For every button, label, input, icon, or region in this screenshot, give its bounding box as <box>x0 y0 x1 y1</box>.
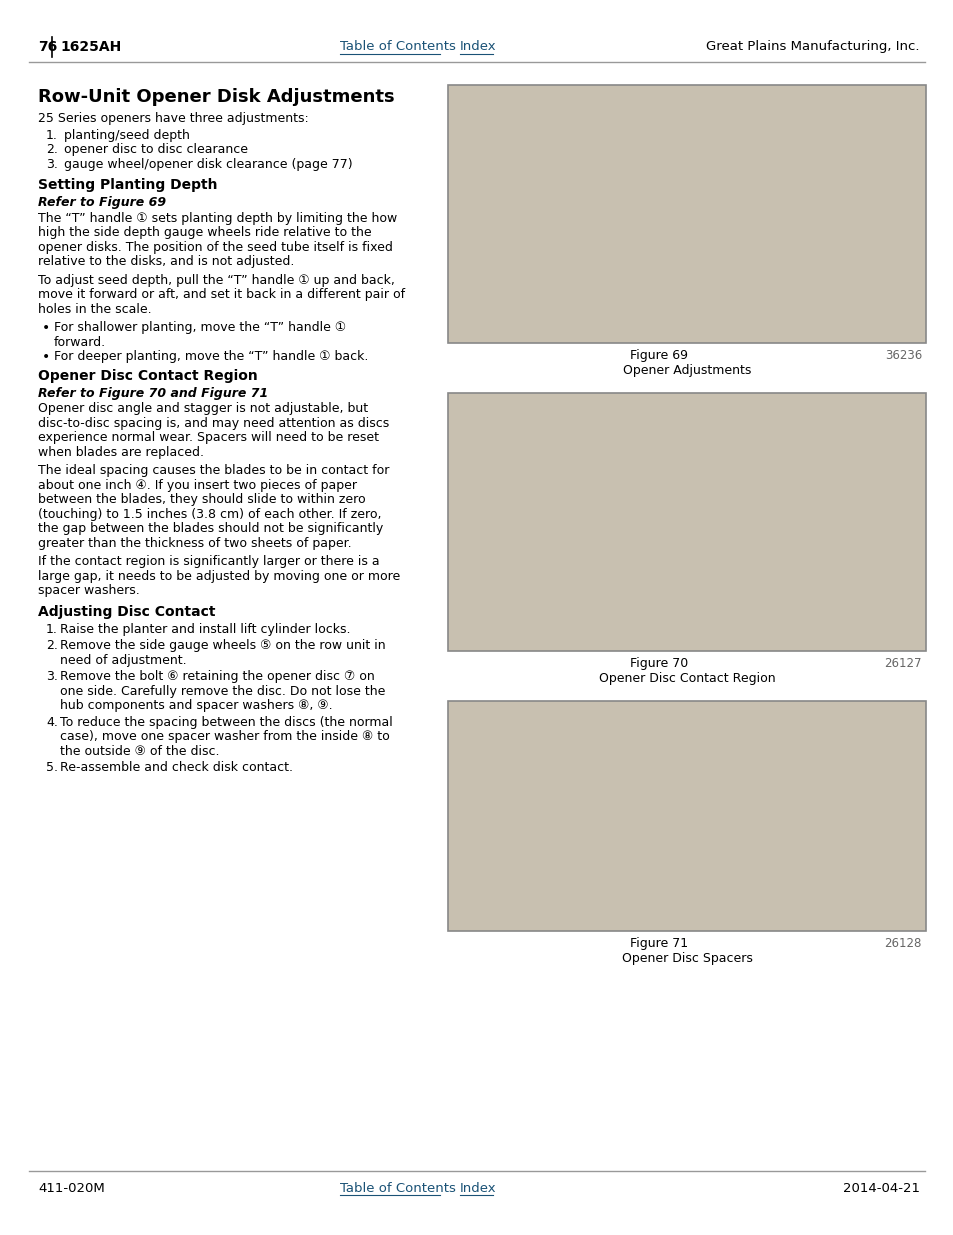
Text: hub components and spacer washers ⑧, ⑨.: hub components and spacer washers ⑧, ⑨. <box>60 699 333 713</box>
Text: greater than the thickness of two sheets of paper.: greater than the thickness of two sheets… <box>38 537 352 550</box>
Text: Adjusting Disc Contact: Adjusting Disc Contact <box>38 605 215 619</box>
Text: when blades are replaced.: when blades are replaced. <box>38 446 204 458</box>
Text: gauge wheel/opener disk clearance (page 77): gauge wheel/opener disk clearance (page … <box>64 158 353 170</box>
Text: relative to the disks, and is not adjusted.: relative to the disks, and is not adjust… <box>38 256 294 268</box>
Text: Opener Disc Contact Region: Opener Disc Contact Region <box>38 369 257 383</box>
Text: holes in the scale.: holes in the scale. <box>38 303 152 316</box>
Text: large gap, it needs to be adjusted by moving one or more: large gap, it needs to be adjusted by mo… <box>38 569 400 583</box>
Text: planting/seed depth: planting/seed depth <box>64 128 190 142</box>
Text: For shallower planting, move the “T” handle ①: For shallower planting, move the “T” han… <box>54 321 346 335</box>
Text: case), move one spacer washer from the inside ⑧ to: case), move one spacer washer from the i… <box>60 730 390 743</box>
Text: •: • <box>42 321 51 335</box>
Text: need of adjustment.: need of adjustment. <box>60 653 187 667</box>
Text: Figure 71: Figure 71 <box>629 937 687 950</box>
Text: Figure 70: Figure 70 <box>629 657 687 671</box>
Text: Row-Unit Opener Disk Adjustments: Row-Unit Opener Disk Adjustments <box>38 88 395 106</box>
Text: The “T” handle ① sets planting depth by limiting the how: The “T” handle ① sets planting depth by … <box>38 211 396 225</box>
Text: 26127: 26127 <box>883 657 921 671</box>
Text: Index: Index <box>459 41 497 53</box>
Text: 76: 76 <box>38 40 57 54</box>
Text: Opener Disc Spacers: Opener Disc Spacers <box>621 952 752 966</box>
Text: Great Plains Manufacturing, Inc.: Great Plains Manufacturing, Inc. <box>706 41 919 53</box>
Text: 25 Series openers have three adjustments:: 25 Series openers have three adjustments… <box>38 112 309 125</box>
Text: 5.: 5. <box>46 761 58 774</box>
Text: about one inch ④. If you insert two pieces of paper: about one inch ④. If you insert two piec… <box>38 479 356 492</box>
Text: 1625AH: 1625AH <box>60 40 121 54</box>
Text: disc-to-disc spacing is, and may need attention as discs: disc-to-disc spacing is, and may need at… <box>38 416 389 430</box>
Text: Table of Contents: Table of Contents <box>339 41 456 53</box>
Text: 2014-04-21: 2014-04-21 <box>842 1182 919 1194</box>
Text: Index: Index <box>459 1182 497 1194</box>
Text: Opener Disc Contact Region: Opener Disc Contact Region <box>598 672 775 685</box>
Text: To reduce the spacing between the discs (the normal: To reduce the spacing between the discs … <box>60 716 393 729</box>
Text: Refer to Figure 69: Refer to Figure 69 <box>38 196 166 209</box>
Text: 36236: 36236 <box>883 350 921 362</box>
Text: 1.: 1. <box>46 622 58 636</box>
Text: 411-020M: 411-020M <box>38 1182 105 1194</box>
Text: The ideal spacing causes the blades to be in contact for: The ideal spacing causes the blades to b… <box>38 464 389 477</box>
Text: 2.: 2. <box>46 143 58 157</box>
Text: (touching) to 1.5 inches (3.8 cm) of each other. If zero,: (touching) to 1.5 inches (3.8 cm) of eac… <box>38 508 381 521</box>
Text: move it forward or aft, and set it back in a different pair of: move it forward or aft, and set it back … <box>38 288 405 301</box>
Text: 3.: 3. <box>46 671 58 683</box>
Text: forward.: forward. <box>54 336 106 348</box>
Text: Raise the planter and install lift cylinder locks.: Raise the planter and install lift cylin… <box>60 622 350 636</box>
Text: 3.: 3. <box>46 158 58 170</box>
Text: opener disks. The position of the seed tube itself is fixed: opener disks. The position of the seed t… <box>38 241 393 253</box>
Text: Remove the bolt ⑥ retaining the opener disc ⑦ on: Remove the bolt ⑥ retaining the opener d… <box>60 671 375 683</box>
Text: For deeper planting, move the “T” handle ① back.: For deeper planting, move the “T” handle… <box>54 351 368 363</box>
Text: Opener disc angle and stagger is not adjustable, but: Opener disc angle and stagger is not adj… <box>38 403 368 415</box>
Text: experience normal wear. Spacers will need to be reset: experience normal wear. Spacers will nee… <box>38 431 378 445</box>
Bar <box>448 85 925 343</box>
Text: Opener Adjustments: Opener Adjustments <box>622 364 750 377</box>
Bar <box>448 701 925 931</box>
Text: 4.: 4. <box>46 716 58 729</box>
Text: 1.: 1. <box>46 128 58 142</box>
Bar <box>448 393 925 651</box>
Text: one side. Carefully remove the disc. Do not lose the: one side. Carefully remove the disc. Do … <box>60 684 385 698</box>
Text: 2.: 2. <box>46 640 58 652</box>
Text: Remove the side gauge wheels ⑤ on the row unit in: Remove the side gauge wheels ⑤ on the ro… <box>60 640 385 652</box>
Text: To adjust seed depth, pull the “T” handle ① up and back,: To adjust seed depth, pull the “T” handl… <box>38 274 395 287</box>
Text: Refer to Figure 70 and Figure 71: Refer to Figure 70 and Figure 71 <box>38 387 268 400</box>
Text: opener disc to disc clearance: opener disc to disc clearance <box>64 143 248 157</box>
Text: between the blades, they should slide to within zero: between the blades, they should slide to… <box>38 493 365 506</box>
Text: Table of Contents: Table of Contents <box>339 1182 456 1194</box>
Text: the gap between the blades should not be significantly: the gap between the blades should not be… <box>38 522 383 535</box>
Text: Setting Planting Depth: Setting Planting Depth <box>38 178 217 193</box>
Text: the outside ⑨ of the disc.: the outside ⑨ of the disc. <box>60 745 219 758</box>
Text: spacer washers.: spacer washers. <box>38 584 139 598</box>
Text: If the contact region is significantly larger or there is a: If the contact region is significantly l… <box>38 556 379 568</box>
Text: 26128: 26128 <box>883 937 921 950</box>
Text: Re-assemble and check disk contact.: Re-assemble and check disk contact. <box>60 761 293 774</box>
Text: high the side depth gauge wheels ride relative to the: high the side depth gauge wheels ride re… <box>38 226 372 240</box>
Text: Figure 69: Figure 69 <box>629 350 687 362</box>
Text: •: • <box>42 351 51 364</box>
